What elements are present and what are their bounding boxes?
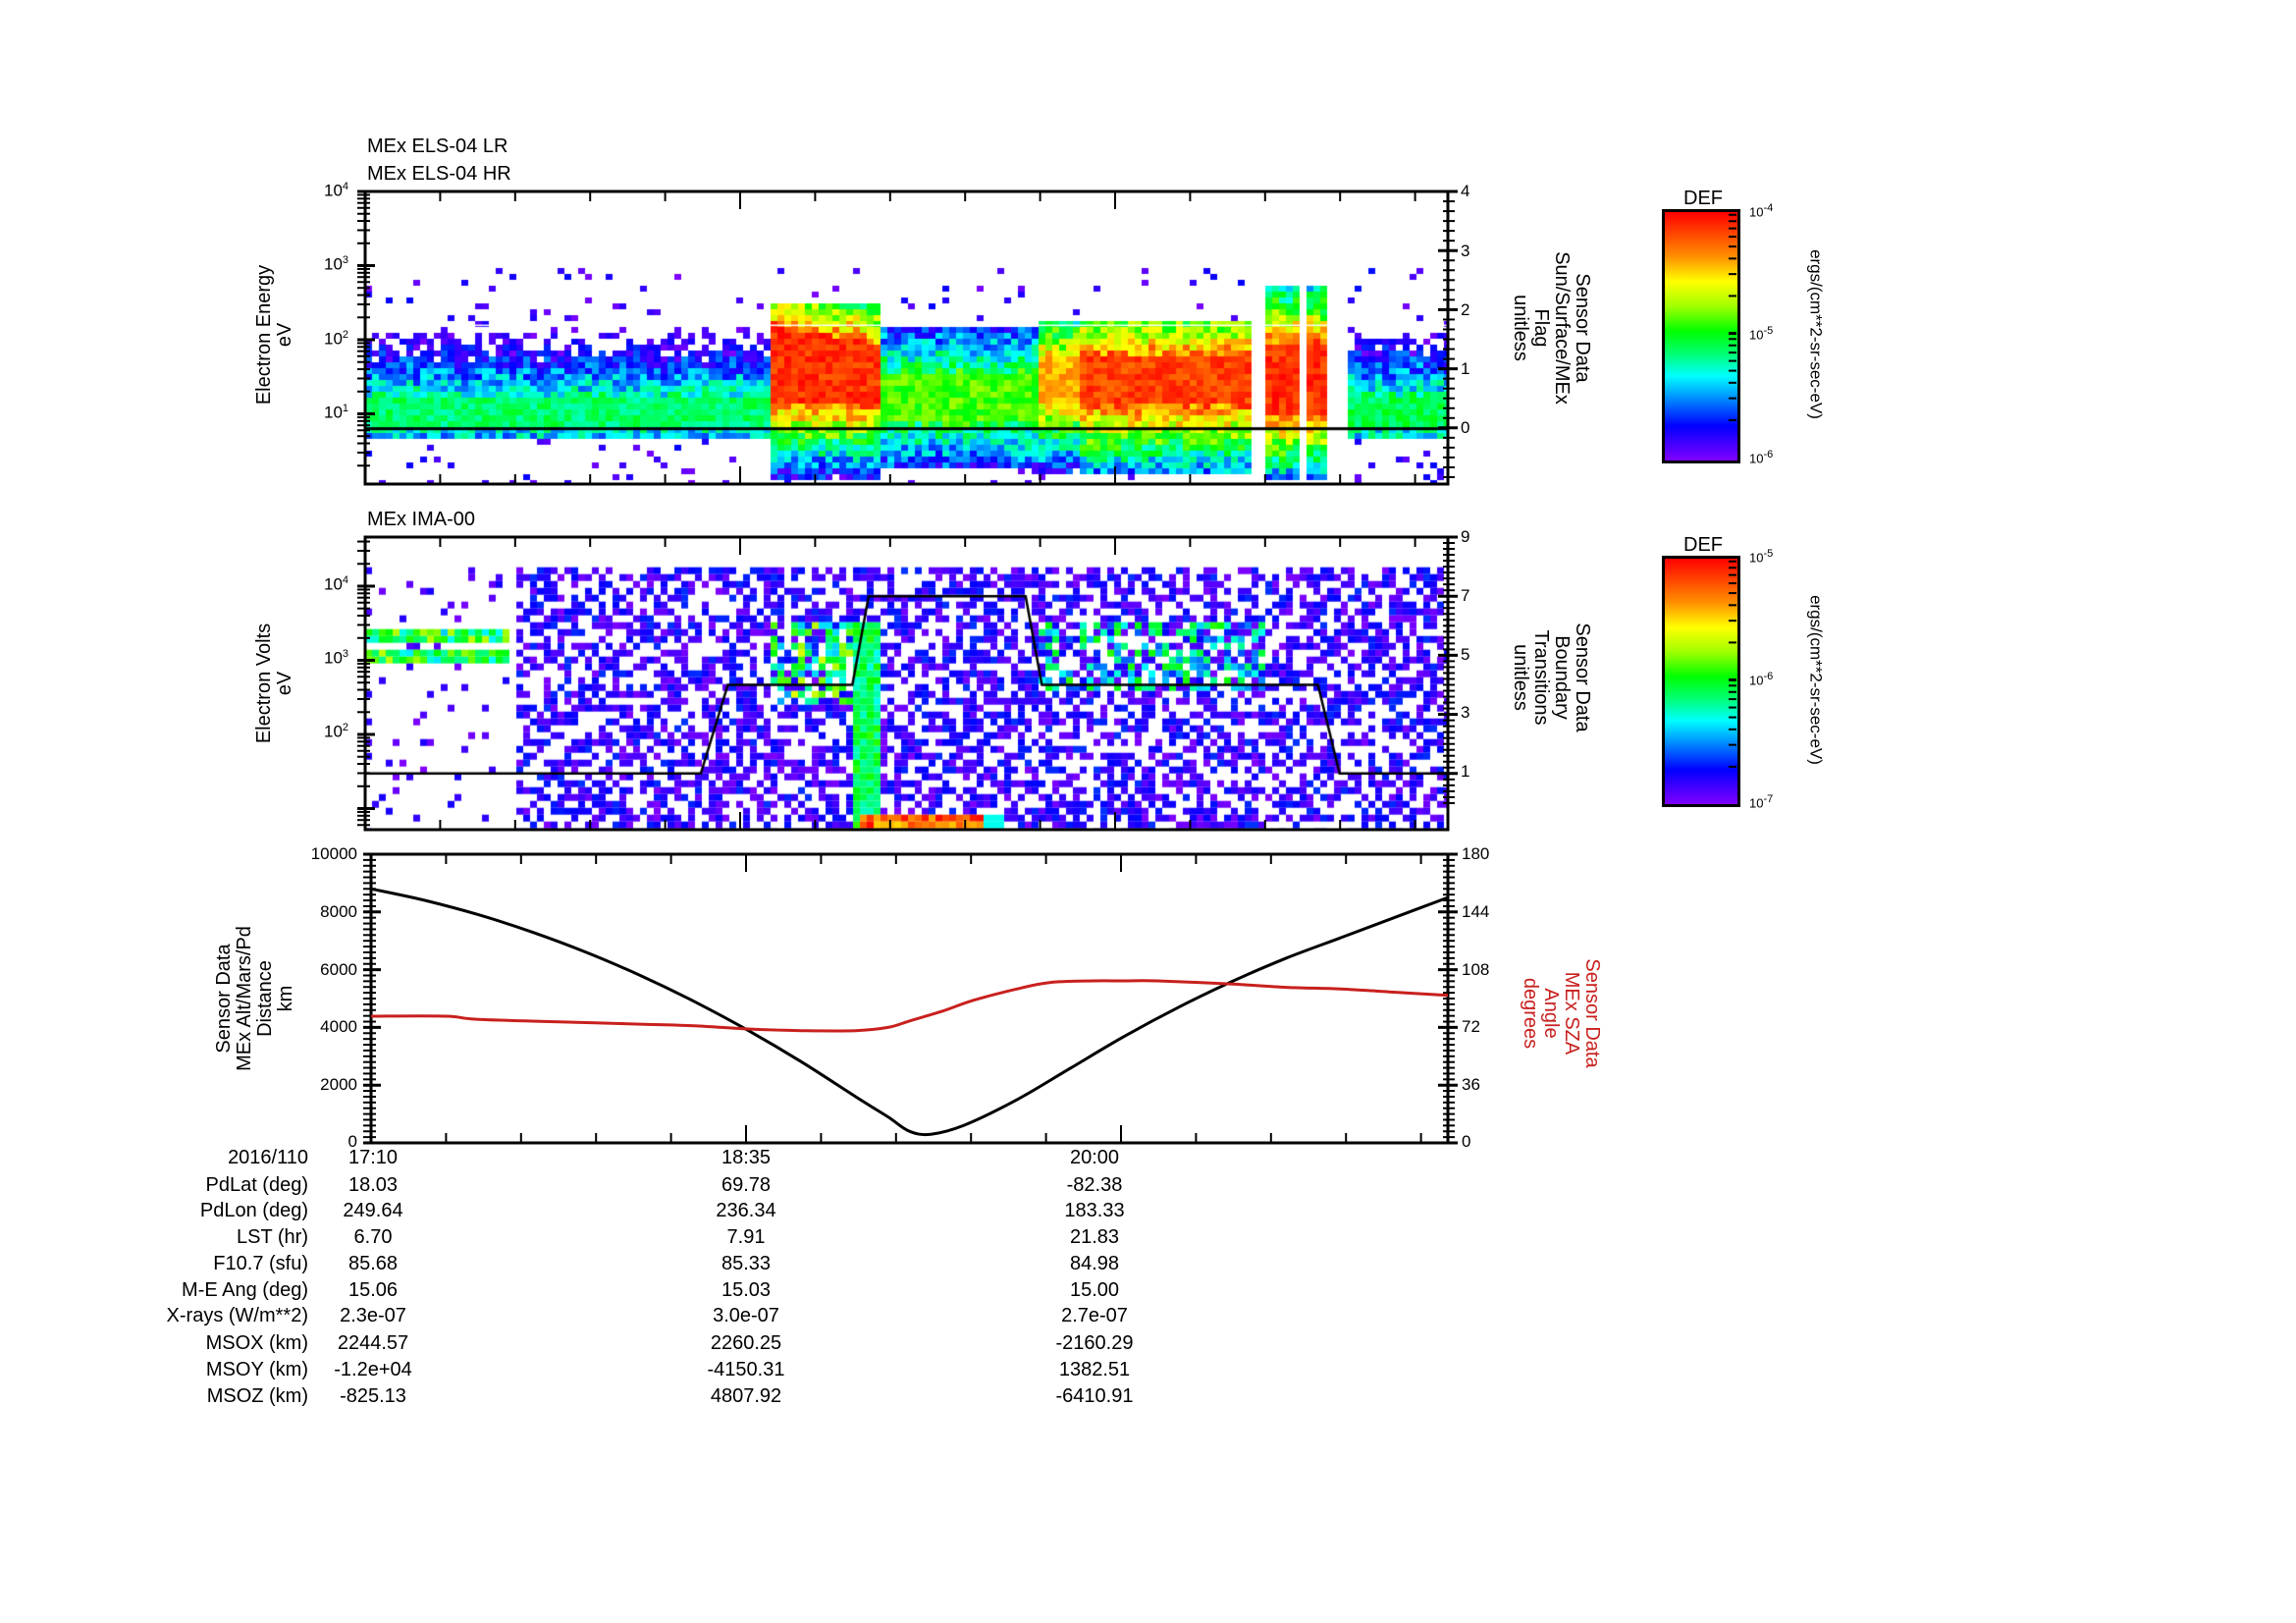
ima-y2tick-9: 9 [1461, 527, 1470, 546]
orbit-line-plot [363, 852, 1458, 1145]
orbit-y2tick-72: 72 [1462, 1017, 1480, 1036]
ephemeris-row-label: PdLat (deg) [205, 1174, 308, 1196]
ephemeris-value: 249.64 [343, 1200, 403, 1221]
sza-line [370, 979, 1449, 1033]
ephemeris-value: -4150.31 [707, 1359, 785, 1380]
ephemeris-value: 2244.57 [337, 1332, 409, 1354]
orbit-ytick-6000: 6000 [320, 960, 357, 979]
ephemeris-value: 1382.51 [1058, 1359, 1131, 1380]
time-tick-label: 18:35 [721, 1147, 772, 1168]
els-title-hr: MEx ELS-04 HR [367, 163, 511, 185]
els-spectrogram [365, 191, 1448, 484]
ephemeris-value: 2.3e-07 [340, 1305, 406, 1326]
time-tick-label: 20:00 [1069, 1147, 1120, 1168]
els-ylabel: Electron Energy eV [253, 264, 295, 406]
els-y2tick-1: 1 [1461, 359, 1470, 378]
orbit-y2label: Sensor Data MEx SZA Angle degrees [1520, 958, 1603, 1068]
date-label: 2016/110 [228, 1147, 308, 1168]
ima-y2tick-3: 3 [1461, 703, 1470, 722]
ephemeris-row-label: M-E Ang (deg) [182, 1279, 308, 1301]
colorbar2-ticks [1729, 556, 1736, 768]
ima-axes [357, 535, 1458, 832]
colorbar1-units: ergs/(cm**2-sr-sec-eV) [1806, 249, 1826, 419]
colorbar1-top: 10-4 [1749, 202, 1774, 220]
ima-y2tick-5: 5 [1461, 645, 1470, 664]
ephemeris-row-label: PdLon (deg) [199, 1200, 308, 1221]
orbit-ytick-0: 0 [347, 1132, 357, 1151]
ephemeris-value: 236.34 [716, 1200, 776, 1221]
orbit-ytick-2000: 2000 [320, 1075, 357, 1094]
ephemeris-value: 85.68 [347, 1253, 399, 1274]
ephemeris-value: 69.78 [721, 1174, 772, 1196]
ima-title: MEx IMA-00 [367, 509, 476, 530]
ephemeris-value: 15.03 [721, 1279, 772, 1301]
ephemeris-value: -825.13 [340, 1385, 406, 1407]
colorbar2-mid: 10-6 [1749, 671, 1774, 688]
ephemeris-value: 183.33 [1064, 1200, 1125, 1221]
ephemeris-value: 21.83 [1069, 1226, 1120, 1248]
ephemeris-value: 7.91 [726, 1226, 766, 1248]
orbit-y2tick-36: 36 [1462, 1075, 1480, 1094]
ima-ytick-1e4: 104 [324, 574, 349, 594]
orbit-y2tick-144: 144 [1462, 902, 1490, 921]
colorbar2-units: ergs/(cm**2-sr-sec-eV) [1806, 595, 1826, 765]
ima-y2label: Sensor Data Boundary Transitions unitless [1510, 622, 1593, 732]
ephemeris-value: -1.2e+04 [334, 1359, 412, 1380]
ephemeris-value: -82.38 [1066, 1174, 1123, 1196]
els-title-lr: MEx ELS-04 LR [367, 135, 508, 157]
ephemeris-row-label: MSOY (km) [205, 1359, 308, 1380]
els-ytick-1e1: 101 [324, 403, 349, 422]
ima-y2tick-7: 7 [1461, 586, 1470, 605]
ephemeris-value: 84.98 [1069, 1253, 1120, 1274]
colorbar1-title: DEF [1683, 188, 1723, 209]
ephemeris-row-label: LST (hr) [237, 1226, 308, 1248]
els-axes [357, 189, 1458, 486]
ephemeris-row-label: X-rays (W/m**2) [166, 1305, 308, 1326]
ephemeris-value: -2160.29 [1055, 1332, 1134, 1354]
ephemeris-value: 2260.25 [710, 1332, 782, 1354]
ephemeris-value: 4807.92 [710, 1385, 782, 1407]
ephemeris-value: 6.70 [353, 1226, 393, 1248]
ephemeris-value: 85.33 [721, 1253, 772, 1274]
ephemeris-value: 15.06 [347, 1279, 399, 1301]
els-y2tick-3: 3 [1461, 242, 1470, 260]
ephemeris-value: 2.7e-07 [1061, 1305, 1128, 1326]
orbit-y2tick-108: 108 [1462, 960, 1490, 979]
ima-ytick-1e2: 102 [324, 722, 349, 741]
colorbar2-title: DEF [1683, 534, 1723, 556]
ima-ytick-1e3: 103 [324, 648, 349, 668]
ephemeris-row-label: MSOZ (km) [206, 1385, 308, 1407]
orbit-ytick-4000: 4000 [320, 1017, 357, 1036]
els-ytick-1e2: 102 [324, 329, 349, 349]
colorbar2 [1662, 556, 1740, 807]
colorbar1 [1662, 209, 1740, 463]
colorbar2-bottom: 10-7 [1749, 793, 1774, 811]
ephemeris-value: 18.03 [347, 1174, 399, 1196]
orbit-y2tick-0: 0 [1462, 1132, 1471, 1151]
orbit-y2tick-180: 180 [1462, 844, 1490, 863]
els-y2tick-4: 4 [1461, 182, 1470, 200]
ephemeris-row-label: MSOX (km) [205, 1332, 308, 1354]
colorbar1-mid: 10-5 [1749, 325, 1774, 343]
ephemeris-value: 15.00 [1069, 1279, 1120, 1301]
orbit-ylabel: Sensor Data MEx Alt/Mars/Pd Distance km [213, 926, 296, 1071]
orbit-ytick-10000: 10000 [310, 844, 357, 863]
altitude-line [370, 887, 1449, 1137]
ephemeris-value: 3.0e-07 [713, 1305, 779, 1326]
ima-spectrogram [365, 537, 1448, 830]
orbit-ytick-8000: 8000 [320, 902, 357, 921]
ima-y2tick-1: 1 [1461, 762, 1470, 781]
ephemeris-value: -6410.91 [1055, 1385, 1134, 1407]
els-y2label: Sensor Data Sun/Surface/MEx Flag unitless [1510, 251, 1593, 405]
els-ytick-1e4: 104 [324, 181, 349, 200]
els-y2tick-0: 0 [1461, 418, 1470, 437]
colorbar1-bottom: 10-6 [1749, 449, 1774, 466]
els-y2tick-2: 2 [1461, 300, 1470, 319]
colorbar1-ticks [1729, 209, 1736, 421]
time-tick-label: 17:10 [347, 1147, 399, 1168]
ephemeris-row-label: F10.7 (sfu) [213, 1253, 308, 1274]
els-ytick-1e3: 103 [324, 254, 349, 274]
colorbar2-top: 10-5 [1749, 548, 1774, 566]
ima-ylabel: Electron Volts eV [253, 622, 295, 744]
